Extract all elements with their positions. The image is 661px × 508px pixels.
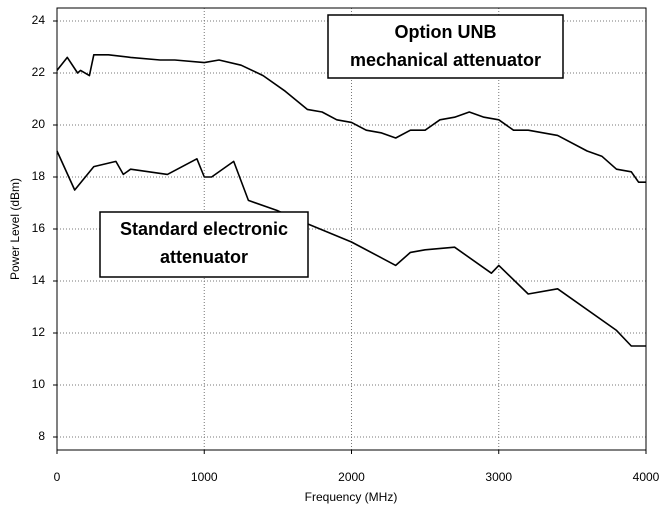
annotation-text: attenuator xyxy=(160,247,248,267)
y-tick-label: 24 xyxy=(32,13,46,27)
y-axis-label: Power Level (dBm) xyxy=(8,178,22,280)
y-tick-label: 10 xyxy=(32,377,46,391)
x-tick-label: 4000 xyxy=(633,470,660,484)
annotation-text: mechanical attenuator xyxy=(350,50,541,70)
y-tick-label: 12 xyxy=(32,325,46,339)
y-tick-label: 18 xyxy=(32,169,46,183)
y-tick-label: 14 xyxy=(32,273,46,287)
x-axis-label: Frequency (MHz) xyxy=(305,490,398,504)
x-tick-label: 3000 xyxy=(485,470,512,484)
x-tick-label: 1000 xyxy=(191,470,218,484)
x-tick-label: 2000 xyxy=(338,470,365,484)
plot-frame xyxy=(56,7,647,451)
annotation-box xyxy=(99,211,309,278)
annotation-box xyxy=(327,14,564,79)
y-tick-label: 16 xyxy=(32,221,46,235)
series-line xyxy=(56,54,646,183)
y-tick-label: 22 xyxy=(32,65,46,79)
x-tick-label: 0 xyxy=(54,470,61,484)
y-tick-label: 8 xyxy=(38,429,45,443)
annotation-text: Option UNB xyxy=(395,22,497,42)
annotation-text: Standard electronic xyxy=(120,219,288,239)
y-tick-label: 20 xyxy=(32,117,46,131)
